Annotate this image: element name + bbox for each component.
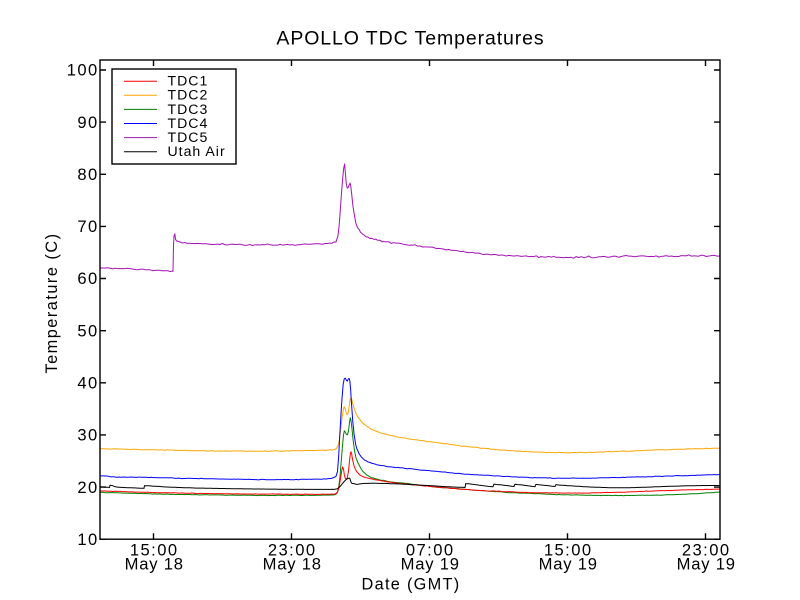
svg-text:15:00: 15:00 [130,540,179,559]
svg-text:APOLLO TDC Temperatures: APOLLO TDC Temperatures [276,28,544,50]
svg-text:23:00: 23:00 [268,540,317,559]
svg-text:TDC1: TDC1 [168,73,209,89]
svg-text:23:00: 23:00 [682,540,731,559]
svg-text:Temperature (C): Temperature (C) [43,232,61,373]
svg-text:07:00: 07:00 [406,540,455,559]
svg-text:Utah Air: Utah Air [168,143,226,159]
svg-text:Date (GMT): Date (GMT) [362,576,461,594]
svg-text:50: 50 [77,321,98,340]
svg-text:May 18: May 18 [263,554,322,573]
svg-text:80: 80 [77,165,98,184]
svg-text:May 19: May 19 [539,554,598,573]
svg-text:90: 90 [77,113,98,132]
svg-text:10: 10 [77,530,98,549]
svg-text:TDC5: TDC5 [168,129,209,145]
svg-text:TDC3: TDC3 [168,101,209,117]
svg-text:60: 60 [77,269,98,288]
svg-text:100: 100 [67,61,99,80]
svg-text:May 18: May 18 [125,554,184,573]
svg-text:TDC2: TDC2 [168,87,209,103]
svg-text:TDC4: TDC4 [168,115,209,131]
svg-text:15:00: 15:00 [544,540,593,559]
svg-text:40: 40 [77,374,98,393]
svg-text:20: 20 [77,478,98,497]
svg-text:May 19: May 19 [401,554,460,573]
svg-text:May 19: May 19 [677,554,736,573]
svg-text:70: 70 [77,217,98,236]
svg-text:30: 30 [77,426,98,445]
